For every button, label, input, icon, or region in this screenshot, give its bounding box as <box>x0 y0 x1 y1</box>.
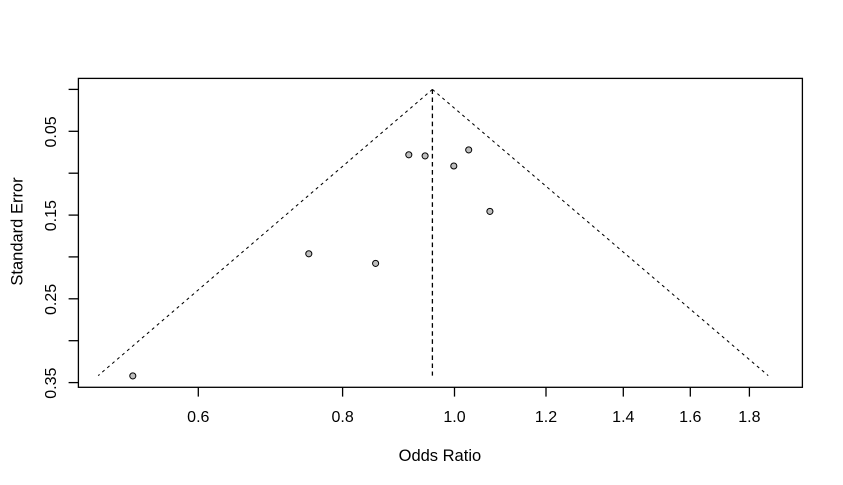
svg-text:0.6: 0.6 <box>187 409 209 426</box>
svg-text:1.6: 1.6 <box>679 409 701 426</box>
svg-text:0.8: 0.8 <box>331 409 353 426</box>
svg-text:1.4: 1.4 <box>612 409 634 426</box>
svg-text:Odds Ratio: Odds Ratio <box>399 447 482 465</box>
svg-text:0.25: 0.25 <box>43 284 60 315</box>
svg-text:1.8: 1.8 <box>738 409 760 426</box>
svg-text:1.2: 1.2 <box>535 409 557 426</box>
svg-text:Standard Error: Standard Error <box>9 177 27 286</box>
svg-text:0.05: 0.05 <box>43 116 60 147</box>
svg-text:1.0: 1.0 <box>443 409 465 426</box>
svg-text:0.15: 0.15 <box>43 200 60 231</box>
svg-text:0.35: 0.35 <box>43 368 60 399</box>
